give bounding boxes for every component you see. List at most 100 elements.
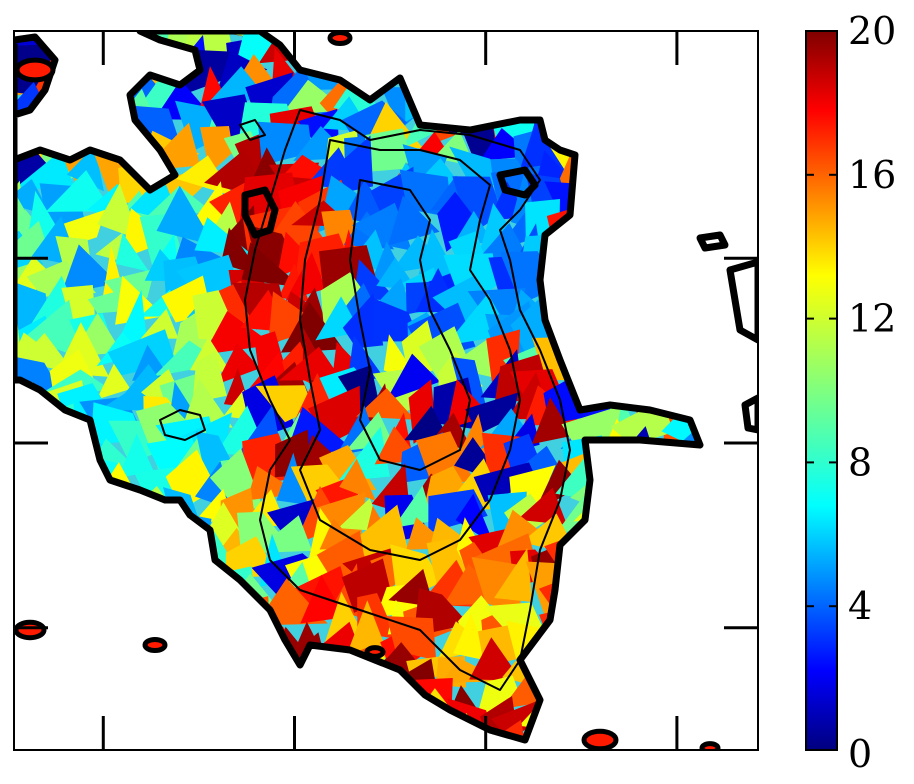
heatmap-patch — [345, 39, 388, 90]
heatmap-patch — [14, 665, 24, 719]
heatmap-patch — [140, 308, 179, 339]
heatmap-patch — [733, 633, 778, 667]
heatmap-patch — [156, 185, 215, 246]
heatmap-patch — [116, 661, 162, 712]
heatmap-patch — [577, 566, 631, 615]
heatmap-patch — [14, 386, 24, 436]
heatmap-patch — [182, 594, 248, 647]
heatmap-patch — [601, 495, 640, 535]
heatmap-patch — [373, 31, 410, 74]
heatmap-patch — [626, 331, 667, 384]
heatmap-patch — [566, 636, 615, 689]
outer-contour — [14, 31, 704, 744]
heatmap-patch — [280, 301, 344, 353]
heatmap-patch — [427, 719, 465, 740]
heatmap-patch — [603, 31, 655, 34]
heatmap-patch — [727, 541, 787, 588]
heatmap-patch — [55, 616, 105, 664]
inner-contour — [159, 409, 206, 441]
heatmap-patch — [694, 604, 700, 655]
heatmap-patch — [730, 336, 790, 378]
heatmap-patch — [650, 529, 698, 594]
heatmap-patch — [647, 692, 700, 740]
heatmap-patch — [60, 478, 107, 532]
heatmap-patch — [563, 584, 610, 635]
colorbar-tick-label: 12 — [848, 297, 896, 341]
heatmap-patch — [59, 45, 104, 79]
heatmap-patch — [84, 568, 148, 602]
heatmap-patch — [630, 31, 680, 50]
heatmap-patch — [604, 178, 641, 230]
heatmap-patch — [629, 125, 676, 167]
heatmap-patch — [491, 38, 544, 104]
heatmap-patch — [715, 129, 750, 172]
heatmap-patch — [663, 363, 700, 408]
heatmap-patch — [585, 31, 630, 35]
heatmap-patch — [92, 68, 126, 109]
heatmap-patch — [533, 726, 580, 740]
contour-island — [14, 57, 56, 83]
heatmap-patch — [438, 31, 508, 38]
heatmap-patch — [14, 632, 31, 695]
heatmap-patch — [42, 664, 81, 717]
heatmap-patch — [663, 273, 700, 322]
heatmap-patch — [716, 150, 760, 187]
heatmap-patch — [664, 334, 700, 373]
heatmap-patch — [743, 12, 784, 72]
heatmap-patch — [207, 720, 257, 740]
heatmap-patch — [21, 484, 55, 531]
contour-island — [696, 231, 729, 252]
heatmap-patch — [153, 340, 224, 377]
heatmap-patch — [14, 542, 62, 584]
heatmap-patch — [469, 637, 522, 681]
heatmap-patch — [485, 54, 521, 93]
heatmap-patch — [733, 4, 800, 52]
heatmap-patch — [597, 58, 653, 101]
heatmap-patch — [15, 150, 76, 190]
heatmap-patch — [117, 433, 154, 479]
heatmap-patch — [744, 85, 769, 139]
heatmap-patch — [628, 636, 670, 678]
heatmap-patch — [130, 568, 180, 622]
axis-ticks — [14, 31, 758, 750]
heatmap-patch — [720, 644, 763, 695]
inner-contour — [239, 119, 266, 141]
heatmap-patch — [657, 176, 700, 216]
heatmap-patch — [47, 468, 96, 509]
heatmap-patch — [668, 477, 700, 537]
heatmap-patch — [494, 548, 533, 602]
heatmap-patch — [686, 326, 700, 373]
heatmap-patch — [713, 540, 765, 595]
heatmap-patch — [609, 76, 644, 119]
heatmap-patch — [611, 629, 680, 674]
heatmap-patch — [435, 63, 485, 123]
heatmap-patch — [659, 75, 693, 132]
colorbar-tick-label: 20 — [848, 9, 896, 53]
heatmap-patch — [344, 31, 406, 81]
heatmap-patch — [219, 681, 261, 740]
heatmap-patch — [709, 602, 752, 650]
colorbar-tick-label: 8 — [848, 440, 872, 484]
inner-contour — [244, 109, 571, 691]
heatmap-patch — [43, 369, 113, 392]
heatmap-patch — [84, 726, 128, 740]
heatmap-patch — [157, 695, 219, 739]
heatmap-patch — [34, 543, 83, 610]
heatmap-patch — [682, 155, 700, 197]
heatmap-patch — [356, 388, 416, 420]
heatmap-patch — [662, 207, 700, 260]
heatmap-patch — [14, 691, 48, 740]
heatmap-patch — [166, 607, 225, 656]
heatmap-patch — [188, 181, 227, 228]
heatmap-patch — [606, 285, 661, 333]
heatmap-patch — [14, 648, 48, 699]
heatmap-patch — [83, 685, 130, 719]
heatmap-patch — [162, 633, 208, 681]
contour-island — [726, 258, 758, 344]
heatmap-patch — [612, 660, 650, 724]
heatmap-patch — [437, 191, 481, 252]
heatmap-patch — [699, 432, 700, 472]
heatmap-patch — [64, 523, 112, 568]
heatmap-patch — [484, 735, 542, 740]
heatmap-patch — [180, 642, 224, 682]
